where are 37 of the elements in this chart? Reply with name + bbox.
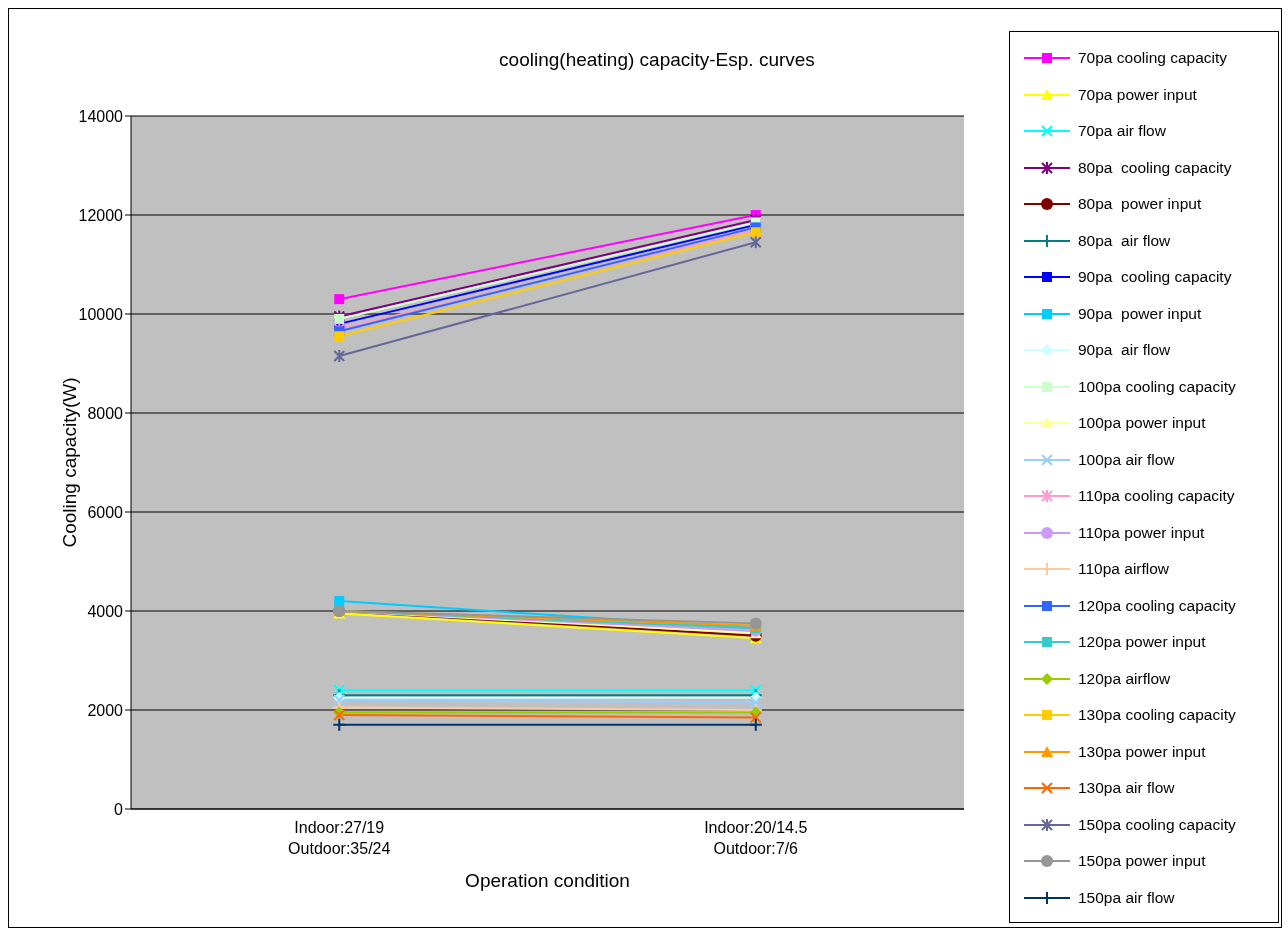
- legend-label: 90pa cooling capacity: [1078, 268, 1232, 287]
- y-tick-label: 6000: [87, 503, 124, 521]
- y-tick-label: 12000: [78, 206, 124, 224]
- legend-label: 100pa cooling capacity: [1078, 377, 1236, 396]
- legend-label: 120pa power input: [1078, 633, 1206, 652]
- legend-label: 150pa air flow: [1078, 888, 1175, 907]
- legend-label: 110pa cooling capacity: [1078, 487, 1235, 506]
- legend-label: 150pa cooling capacity: [1078, 815, 1236, 834]
- y-tick-label: 0: [114, 800, 124, 818]
- legend-label: 80pa power input: [1078, 195, 1202, 214]
- chart-title: cooling(heating) capacity-Esp. curves: [499, 49, 815, 70]
- legend-label: 120pa airflow: [1078, 669, 1171, 688]
- y-tick-label: 14000: [78, 107, 124, 125]
- x-tick-label: Indoor:27/19 Outdoor:35/24: [288, 819, 391, 857]
- y-axis-title: Cooling capacity(W): [58, 377, 80, 548]
- legend-label: 70pa air flow: [1078, 122, 1166, 141]
- legend-label: 90pa air flow: [1078, 341, 1171, 360]
- legend-label: 130pa air flow: [1078, 779, 1175, 798]
- x-tick-label: Indoor:20/14.5 Outdoor:7/6: [704, 819, 808, 857]
- legend-label: 150pa power input: [1078, 852, 1206, 871]
- y-tick-label: 8000: [87, 404, 124, 422]
- legend-label: 130pa power input: [1078, 742, 1206, 761]
- y-tick-label: 4000: [87, 602, 124, 620]
- legend-label: 110pa power input: [1078, 523, 1205, 542]
- legend-label: 70pa power input: [1078, 85, 1197, 104]
- legend-label: 100pa power input: [1078, 414, 1206, 433]
- y-tick-label: 10000: [78, 305, 124, 323]
- legend-label: 70pa cooling capacity: [1078, 49, 1228, 68]
- x-axis-title: Operation condition: [465, 870, 630, 891]
- legend-label: 130pa cooling capacity: [1078, 706, 1236, 725]
- legend-label: 100pa air flow: [1078, 450, 1175, 469]
- legend-label: 120pa cooling capacity: [1078, 596, 1236, 615]
- legend-label: 90pa power input: [1078, 304, 1202, 323]
- y-tick-label: 2000: [87, 701, 124, 719]
- legend-label: 110pa airflow: [1078, 560, 1170, 579]
- legend-label: 80pa air flow: [1078, 231, 1171, 250]
- legend-label: 80pa cooling capacity: [1078, 158, 1232, 177]
